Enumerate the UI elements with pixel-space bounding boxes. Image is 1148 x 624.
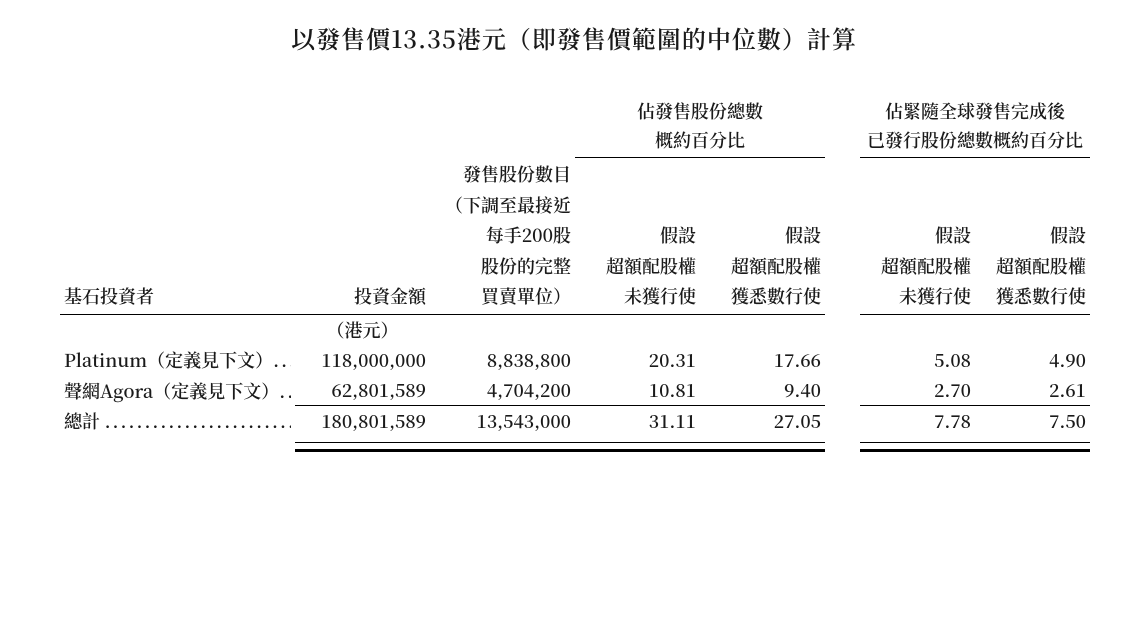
double-rule (860, 443, 975, 451)
cell-shares: 4,704,200 (430, 375, 575, 406)
cornerstone-table: 佔發售股份總數 概約百分比 佔緊隨全球發售完成後 已發行股份總數概約百分比 基石… (60, 95, 1090, 452)
cell-shares: 8,838,800 (430, 345, 575, 375)
double-rule (430, 443, 575, 451)
cell-p1: 20.31 (575, 345, 700, 375)
cell-p3: 2.70 (860, 375, 975, 406)
total-p2: 27.05 (700, 406, 825, 437)
double-rule (975, 443, 1090, 451)
group-header-1: 佔發售股份總數 概約百分比 (575, 95, 825, 157)
col-header-investor: 基石投資者 (60, 157, 295, 314)
double-rule (575, 443, 700, 451)
total-shares: 13,543,000 (430, 406, 575, 437)
table-row: 聲網Agora（定義見下文） 62,801,589 4,704,200 10.8… (60, 375, 1090, 406)
cell-p4: 2.61 (975, 375, 1090, 406)
col-header-p3: 假設 超額配股權 未獲行使 (860, 157, 975, 314)
total-p1: 31.11 (575, 406, 700, 437)
leader-dots (279, 378, 291, 404)
total-p3: 7.78 (860, 406, 975, 437)
cell-p2: 17.66 (700, 345, 825, 375)
col-header-p2: 假設 超額配股權 獲悉數行使 (700, 157, 825, 314)
group-header-2: 佔緊隨全球發售完成後 已發行股份總數概約百分比 (860, 95, 1090, 157)
double-rule (700, 443, 825, 451)
row-label: 聲網Agora（定義見下文） (64, 378, 279, 404)
leader-dots (105, 408, 291, 434)
total-p4: 7.50 (975, 406, 1090, 437)
total-label: 總計 (64, 408, 100, 434)
col-header-p4: 假設 超額配股權 獲悉數行使 (975, 157, 1090, 314)
col-header-amount: 投資金額 (295, 157, 430, 314)
leader-dots (273, 347, 291, 373)
cell-p2: 9.40 (700, 375, 825, 406)
cell-p3: 5.08 (860, 345, 975, 375)
cell-p4: 4.90 (975, 345, 1090, 375)
col-header-p1: 假設 超額配股權 未獲行使 (575, 157, 700, 314)
cell-p1: 10.81 (575, 375, 700, 406)
unit-label: （港元） (295, 315, 430, 346)
page-title: 以發售價13.35港元（即發售價範圍的中位數）計算 (60, 20, 1088, 55)
cell-amount: 62,801,589 (295, 375, 430, 406)
cell-amount: 118,000,000 (295, 345, 430, 375)
table-row: Platinum（定義見下文） 118,000,000 8,838,800 20… (60, 345, 1090, 375)
row-label: Platinum（定義見下文） (64, 347, 273, 373)
total-row: 總計 180,801,589 13,543,000 31.11 27.05 7.… (60, 406, 1090, 437)
total-amount: 180,801,589 (295, 406, 430, 437)
col-header-shares: 發售股份數目 （下調至最接近 每手200股 股份的完整 買賣單位） (430, 157, 575, 314)
double-rule (295, 443, 430, 451)
